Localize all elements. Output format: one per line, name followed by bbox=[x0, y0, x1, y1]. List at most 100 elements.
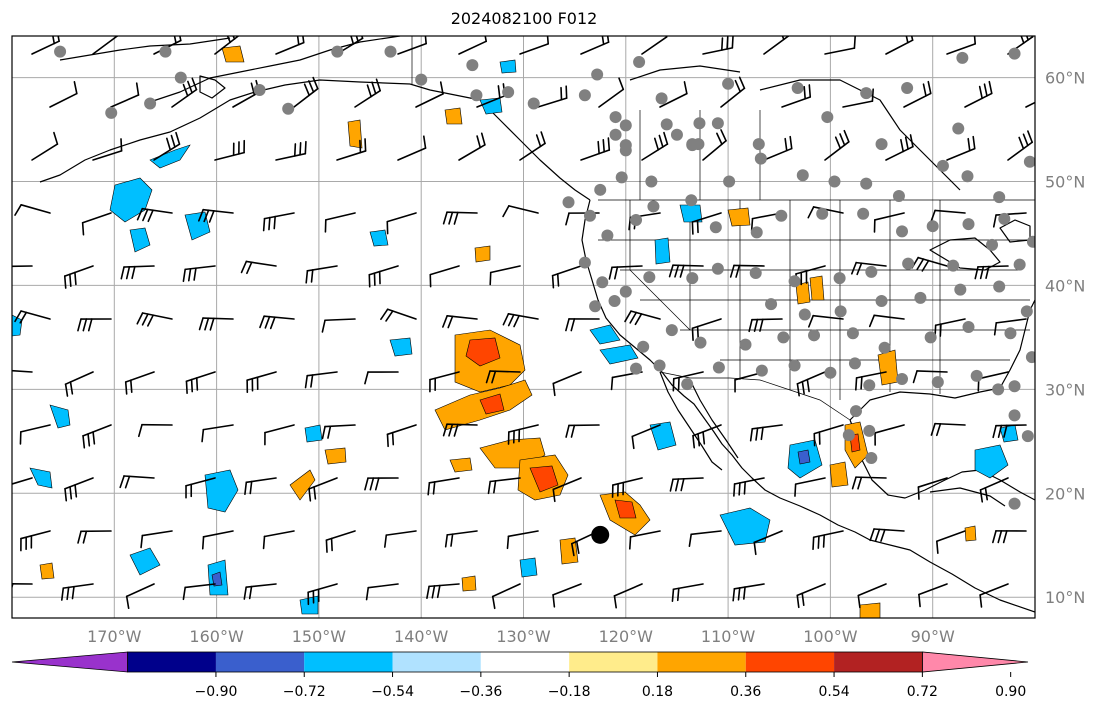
observation-point bbox=[253, 84, 266, 97]
lat-tick-label: 40°N bbox=[1045, 276, 1085, 295]
wind-barb-flag bbox=[366, 84, 372, 98]
wind-barb-flag bbox=[743, 481, 746, 495]
observation-point bbox=[282, 102, 295, 115]
wind-barb-flag bbox=[860, 376, 863, 390]
wind-barb-flag bbox=[14, 204, 22, 216]
observation-point bbox=[655, 92, 668, 105]
wind-barb-shaft bbox=[397, 42, 427, 55]
wind-barb-flag bbox=[273, 215, 276, 230]
wind-barb-flag bbox=[124, 381, 128, 395]
wind-barb-flag bbox=[82, 435, 86, 449]
lon-tick-label: 130°W bbox=[496, 627, 551, 646]
wind-barb-flag bbox=[182, 586, 186, 601]
colorbar-band bbox=[657, 652, 746, 672]
wind-barb-flag bbox=[124, 475, 131, 489]
wind-barb-flag bbox=[1002, 530, 1008, 544]
wind-barb-flag bbox=[726, 36, 729, 50]
wind-barb-flag bbox=[880, 528, 886, 542]
observation-point bbox=[583, 209, 596, 222]
wind-barb-flag bbox=[198, 208, 204, 222]
wind-barb-shaft bbox=[659, 92, 688, 108]
observation-point bbox=[619, 144, 632, 157]
wind-barb-flag bbox=[248, 585, 253, 600]
observation-point bbox=[609, 111, 622, 124]
observation-point bbox=[848, 357, 861, 370]
lon-tick-label: 90°W bbox=[911, 627, 955, 646]
wind-barb-flag bbox=[371, 81, 377, 95]
lat-tick-label: 60°N bbox=[1045, 69, 1085, 88]
observation-point bbox=[670, 128, 683, 141]
wind-barb-flag bbox=[69, 486, 73, 500]
colorbar-tick-label: −0.36 bbox=[459, 684, 502, 700]
wind-barb-flag bbox=[485, 370, 491, 384]
observation-point bbox=[589, 300, 602, 313]
wind-barb-flag bbox=[759, 318, 764, 332]
observation-point bbox=[798, 308, 811, 321]
wind-barb-flag bbox=[851, 476, 857, 490]
lon-tick-label: 100°W bbox=[803, 627, 858, 646]
wind-barb-flag bbox=[125, 595, 130, 610]
observation-point bbox=[936, 159, 949, 172]
wind-barb-flag bbox=[551, 274, 555, 289]
wind-barb-flag bbox=[1031, 36, 1034, 38]
wind-barb-flag bbox=[447, 315, 454, 329]
wind-barb-flag bbox=[130, 379, 133, 393]
wind-barb-flag bbox=[738, 76, 746, 90]
wind-barb-shaft bbox=[184, 583, 216, 589]
wind-barb-flag bbox=[250, 82, 256, 96]
wind-barb-flag bbox=[787, 36, 789, 38]
wind-barb-flag bbox=[571, 542, 575, 557]
wind-barb-shaft bbox=[415, 93, 444, 108]
wind-barb-flag bbox=[624, 310, 632, 323]
wind-barb-flag bbox=[232, 36, 236, 40]
wind-barb-flag bbox=[208, 210, 215, 223]
wind-barb-flag bbox=[997, 530, 1003, 544]
wind-barb-flag bbox=[597, 140, 600, 155]
wind-barb-flag bbox=[185, 380, 188, 395]
observation-point bbox=[739, 338, 752, 351]
wind-barb-shaft bbox=[141, 530, 173, 537]
wind-barb-flag bbox=[663, 131, 669, 145]
wind-barb-flag bbox=[240, 260, 248, 274]
colorbar-extend-high bbox=[921, 651, 1029, 673]
observation-point bbox=[865, 451, 878, 464]
wind-barb-flag bbox=[691, 327, 694, 342]
wind-barb-flag bbox=[424, 36, 427, 45]
map-frame bbox=[11, 35, 1036, 619]
observation-point bbox=[1004, 327, 1017, 340]
wind-barb-flag bbox=[182, 268, 186, 283]
observation-point bbox=[105, 106, 118, 119]
wind-barb-flag bbox=[246, 261, 253, 275]
observation-point bbox=[998, 212, 1011, 225]
wind-barb-flag bbox=[917, 486, 920, 500]
observation-point bbox=[1023, 155, 1035, 168]
colorbar-tick-label: −0.54 bbox=[371, 684, 414, 700]
wind-barb-flag bbox=[64, 383, 69, 397]
wind-barb-flag bbox=[984, 486, 989, 501]
wind-barb-shaft bbox=[489, 265, 521, 274]
wind-barb-flag bbox=[731, 36, 734, 49]
observation-point bbox=[892, 190, 905, 203]
lat-tick-label: 10°N bbox=[1045, 588, 1085, 607]
wind-barb-flag bbox=[575, 540, 580, 555]
observation-point bbox=[865, 265, 878, 278]
wind-barb-flag bbox=[173, 36, 177, 44]
wind-barb-shaft bbox=[629, 530, 661, 538]
wind-barb-flag bbox=[350, 36, 355, 45]
observation-point bbox=[878, 341, 891, 354]
observation-point bbox=[645, 175, 658, 188]
wind-barb-flag bbox=[817, 535, 820, 549]
observation-point bbox=[857, 207, 870, 220]
observation-point bbox=[723, 175, 736, 188]
observation-point bbox=[711, 117, 724, 130]
wind-barb-flag bbox=[193, 267, 197, 281]
observation-point bbox=[712, 361, 725, 374]
wind-barb-shaft bbox=[385, 530, 417, 536]
observation-point bbox=[384, 45, 397, 58]
wind-barb-flag bbox=[209, 317, 215, 331]
wind-barb-flag bbox=[601, 36, 605, 46]
wind-barb-flag bbox=[967, 137, 971, 152]
wind-barb-flag bbox=[921, 259, 930, 272]
wind-barb-flag bbox=[688, 533, 692, 548]
wind-barb-flag bbox=[843, 129, 850, 143]
